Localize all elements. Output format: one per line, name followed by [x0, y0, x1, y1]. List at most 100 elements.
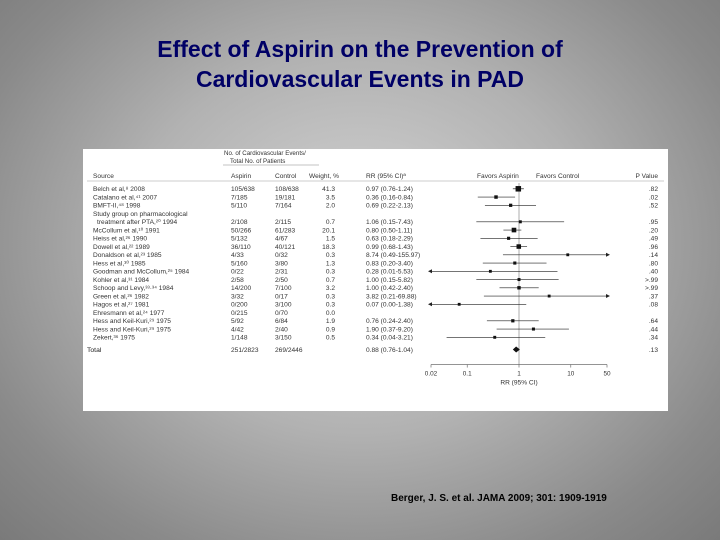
row-15-weight: 1.9	[326, 318, 335, 325]
row-6-p: .96	[649, 244, 658, 251]
row-4-source: McCollum et al,¹⁰ 1991	[93, 226, 160, 234]
header-group-line-2: Total No. of Patients	[230, 158, 285, 165]
row-1-marker	[494, 195, 498, 199]
row-11-control: 7/100	[275, 285, 292, 292]
row-15-source: Hess and Keil-Kuri,²⁹ 1975	[93, 318, 171, 325]
row-1-aspirin: 7/185	[231, 194, 248, 201]
col-header-aspirin: Aspirin	[231, 173, 251, 180]
row-6-aspirin: 36/110	[231, 244, 251, 251]
row-4-p: .20	[649, 227, 658, 234]
row-1-source: Catalano et al,⁴¹ 2007	[93, 194, 157, 201]
row-4-control: 61/283	[275, 227, 296, 234]
row-3-aspirin: 2/108	[231, 219, 248, 226]
forest-plot-panel: No. of Cardiovascular Events/Total No. o…	[83, 149, 668, 411]
row-8-p: .80	[649, 260, 658, 267]
row-14-source: Ehresmann et al,²⁴ 1977	[93, 310, 165, 317]
row-8-control: 3/80	[275, 260, 288, 267]
row-16-aspirin: 4/42	[231, 326, 244, 333]
row-13-weight: 0.3	[326, 302, 335, 309]
slide-title: Effect of Aspirin on the Prevention of C…	[60, 34, 660, 94]
row-15-p: .64	[649, 318, 658, 325]
row-16-control: 2/40	[275, 326, 288, 333]
row-10-marker	[517, 278, 521, 282]
row-13-arrow-left	[428, 302, 432, 307]
row-5-marker	[507, 236, 511, 240]
row-9-rr-text: 0.28 (0.01-5.53)	[366, 269, 413, 276]
row-7-aspirin: 4/33	[231, 252, 244, 259]
row-8-rr-text: 0.83 (0.20-3.40)	[366, 260, 413, 267]
row-10-p: >.99	[645, 277, 658, 284]
row-17-source: Zekert,³⁶ 1975	[93, 335, 135, 342]
row-3-marker	[518, 220, 522, 224]
row-6-rr-text: 0.99 (0.68-1.43)	[366, 244, 413, 251]
row-12-rr-text: 3.82 (0.21-69.88)	[366, 293, 417, 300]
row-0-aspirin: 105/638	[231, 186, 255, 193]
row-9-aspirin: 0/22	[231, 269, 244, 276]
row-12-arrow-right	[606, 294, 610, 299]
row-6-marker	[516, 244, 522, 249]
row-17-weight: 0.5	[326, 335, 335, 342]
row-16-rr-text: 1.90 (0.37-9.20)	[366, 326, 413, 333]
row-8-aspirin: 5/160	[231, 260, 248, 267]
row-15-marker	[511, 319, 515, 323]
row-15-rr-text: 0.76 (0.24-2.40)	[366, 318, 413, 325]
row-11-marker	[517, 286, 521, 290]
row-8-weight: 1.3	[326, 260, 335, 267]
row-17-control: 3/150	[275, 335, 292, 342]
row-3-weight: 0.7	[326, 219, 335, 226]
row-10-rr-text: 1.00 (0.15-5.82)	[366, 277, 413, 284]
row-12-aspirin: 3/32	[231, 293, 244, 300]
row-7-weight: 0.3	[326, 252, 335, 259]
row-0-control: 108/638	[275, 186, 299, 193]
row-0-marker	[515, 186, 522, 192]
row-5-rr-text: 0.63 (0.18-2.29)	[366, 236, 413, 243]
forest-plot: No. of Cardiovascular Events/Total No. o…	[87, 150, 664, 387]
row-16-weight: 0.9	[326, 326, 335, 333]
row-1-rr-text: 0.36 (0.16-0.84)	[366, 194, 413, 201]
row-5-source: Heiss et al,²⁶ 1990	[93, 236, 147, 243]
row-11-rr-text: 1.00 (0.42-2.40)	[366, 285, 413, 292]
slide-title-line-1: Effect of Aspirin on the Prevention of	[157, 36, 563, 62]
col-header-control: Control	[275, 173, 297, 180]
row-12-marker	[547, 294, 551, 298]
row-1-p: .02	[649, 194, 658, 201]
row-17-marker	[493, 335, 497, 339]
row-17-rr-text: 0.34 (0.04-3.21)	[366, 335, 413, 342]
row-13-source: Hagos et al,²⁷ 1981	[93, 302, 150, 309]
row-2-rr-text: 0.69 (0.22-2.13)	[366, 203, 413, 210]
row-3-p: .95	[649, 219, 658, 226]
row-17-aspirin: 1/148	[231, 335, 248, 342]
x-tick-label-2: 1	[517, 371, 521, 378]
slide-title-line-2: Cardiovascular Events in PAD	[195, 66, 525, 92]
row-13-aspirin: 0/200	[231, 302, 248, 309]
row-14-control: 0/70	[275, 310, 288, 317]
row-7-p: .14	[649, 252, 658, 259]
row-10-control: 2/50	[275, 277, 288, 284]
row-2-p: .52	[649, 203, 658, 210]
col-header-weight: Weight, %	[309, 173, 339, 180]
row-1-weight: 3.5	[326, 194, 335, 201]
row-11-p: >.99	[645, 285, 658, 292]
row-9-source: Goodman and McCollum,²⁵ 1984	[93, 269, 190, 276]
header-group-line-1: No. of Cardiovascular Events/	[224, 150, 306, 157]
row-4-weight: 20.1	[322, 227, 335, 234]
row-total-aspirin: 251/2823	[231, 347, 259, 354]
row-7-rr-text: 8.74 (0.49-155.97)	[366, 252, 420, 259]
row-13-control: 3/100	[275, 302, 292, 309]
col-header-favors-aspirin: Favors Aspirin	[477, 173, 519, 180]
row-0-weight: 41.3	[322, 186, 335, 193]
row-13-rr-text: 0.07 (0.00-1.38)	[366, 302, 413, 309]
row-14-aspirin: 0/215	[231, 310, 248, 317]
row-6-source: Dowell et al,²² 1989	[93, 244, 150, 251]
row-2-source: BMFT-II,⁴⁸ 1998	[93, 203, 141, 210]
row-6-weight: 18.3	[322, 244, 335, 251]
row-8-marker	[513, 261, 517, 265]
row-11-weight: 3.2	[326, 285, 335, 292]
row-3-source-cont: treatment after PTA,²⁰ 1994	[97, 218, 178, 226]
row-1-control: 19/181	[275, 194, 296, 201]
row-15-control: 6/84	[275, 318, 288, 325]
row-8-source: Hess et al,³⁰ 1985	[93, 259, 146, 267]
row-10-source: Kohler et al,³¹ 1984	[93, 277, 149, 284]
row-5-control: 4/67	[275, 236, 288, 243]
row-3-control: 2/115	[275, 219, 291, 226]
